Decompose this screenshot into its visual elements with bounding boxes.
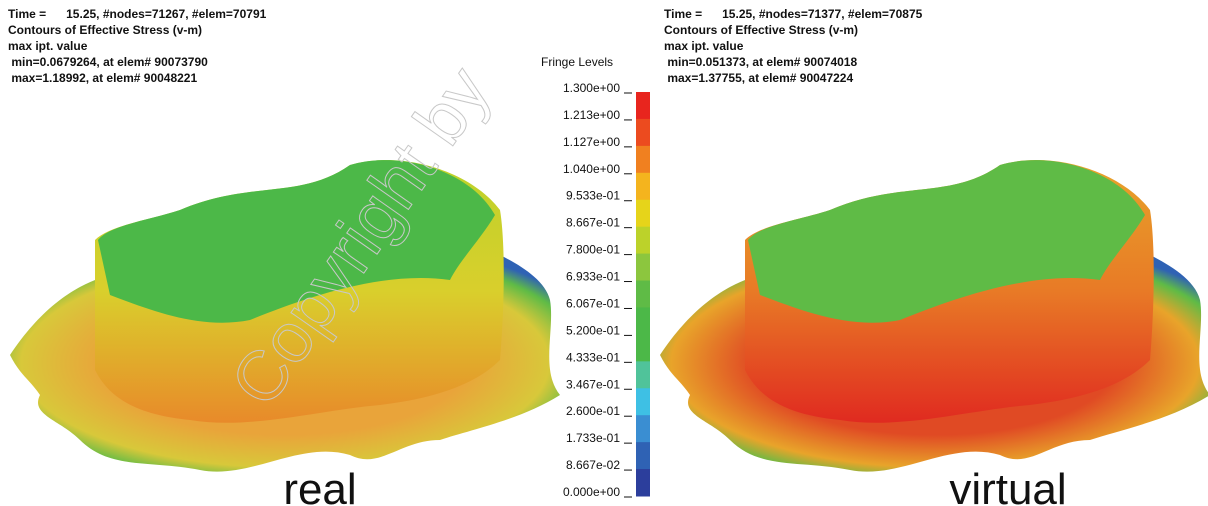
legend-level: 1.040e+00 [563,162,620,176]
legend-band [636,253,650,282]
models [10,160,1208,472]
legend-level: 5.200e-01 [566,323,620,337]
legend-band [636,92,650,120]
legend-level: 9.533e-01 [566,189,620,203]
legend-band [636,388,650,416]
legend-band [636,307,650,335]
legend-level: 8.667e-02 [566,458,620,472]
info-line: min=0.0679264, at elem# 90073790 [8,55,208,69]
info-line: max=1.18992, at elem# 90048221 [8,71,197,85]
info-line: min=0.051373, at elem# 90074018 [664,55,857,69]
legend-level: 1.213e+00 [563,108,620,122]
info-line: max ipt. value [664,39,744,53]
legend-band [636,280,650,308]
info-line: max=1.37755, at elem# 90047224 [664,71,853,85]
legend-level: 8.667e-01 [566,216,620,230]
legend-level: 6.933e-01 [566,270,620,284]
info-line: Time = 15.25, #nodes=71377, #elem=70875 [664,7,923,21]
legend-level: 1.300e+00 [563,81,620,95]
legend-level: 1.733e-01 [566,431,620,445]
info-line: max ipt. value [8,39,88,53]
legend-band [636,226,650,255]
legend-level: 4.333e-01 [566,350,620,364]
legend-band [636,199,650,228]
legend-title: Fringe Levels [541,55,613,69]
legend-level: 7.800e-01 [566,243,620,257]
legend-band [636,145,650,174]
legend-band [636,334,650,362]
legend-level: 1.127e+00 [563,135,620,149]
legend-band [636,442,650,470]
legend-band [636,361,650,389]
info-line: Time = 15.25, #nodes=71267, #elem=70791 [8,7,267,21]
legend-band [636,469,650,497]
legend-band [636,415,650,443]
legend-level: 3.467e-01 [566,377,620,391]
panel-label: real [283,465,356,506]
legend-band [636,172,650,201]
legend-level: 6.067e-01 [566,296,620,310]
legend-band [636,118,650,147]
legend-level: 2.600e-01 [566,404,620,418]
info-line: Contours of Effective Stress (v-m) [8,23,202,37]
info-line: Contours of Effective Stress (v-m) [664,23,858,37]
legend-level: 0.000e+00 [563,485,620,499]
panel-label: virtual [949,465,1066,506]
